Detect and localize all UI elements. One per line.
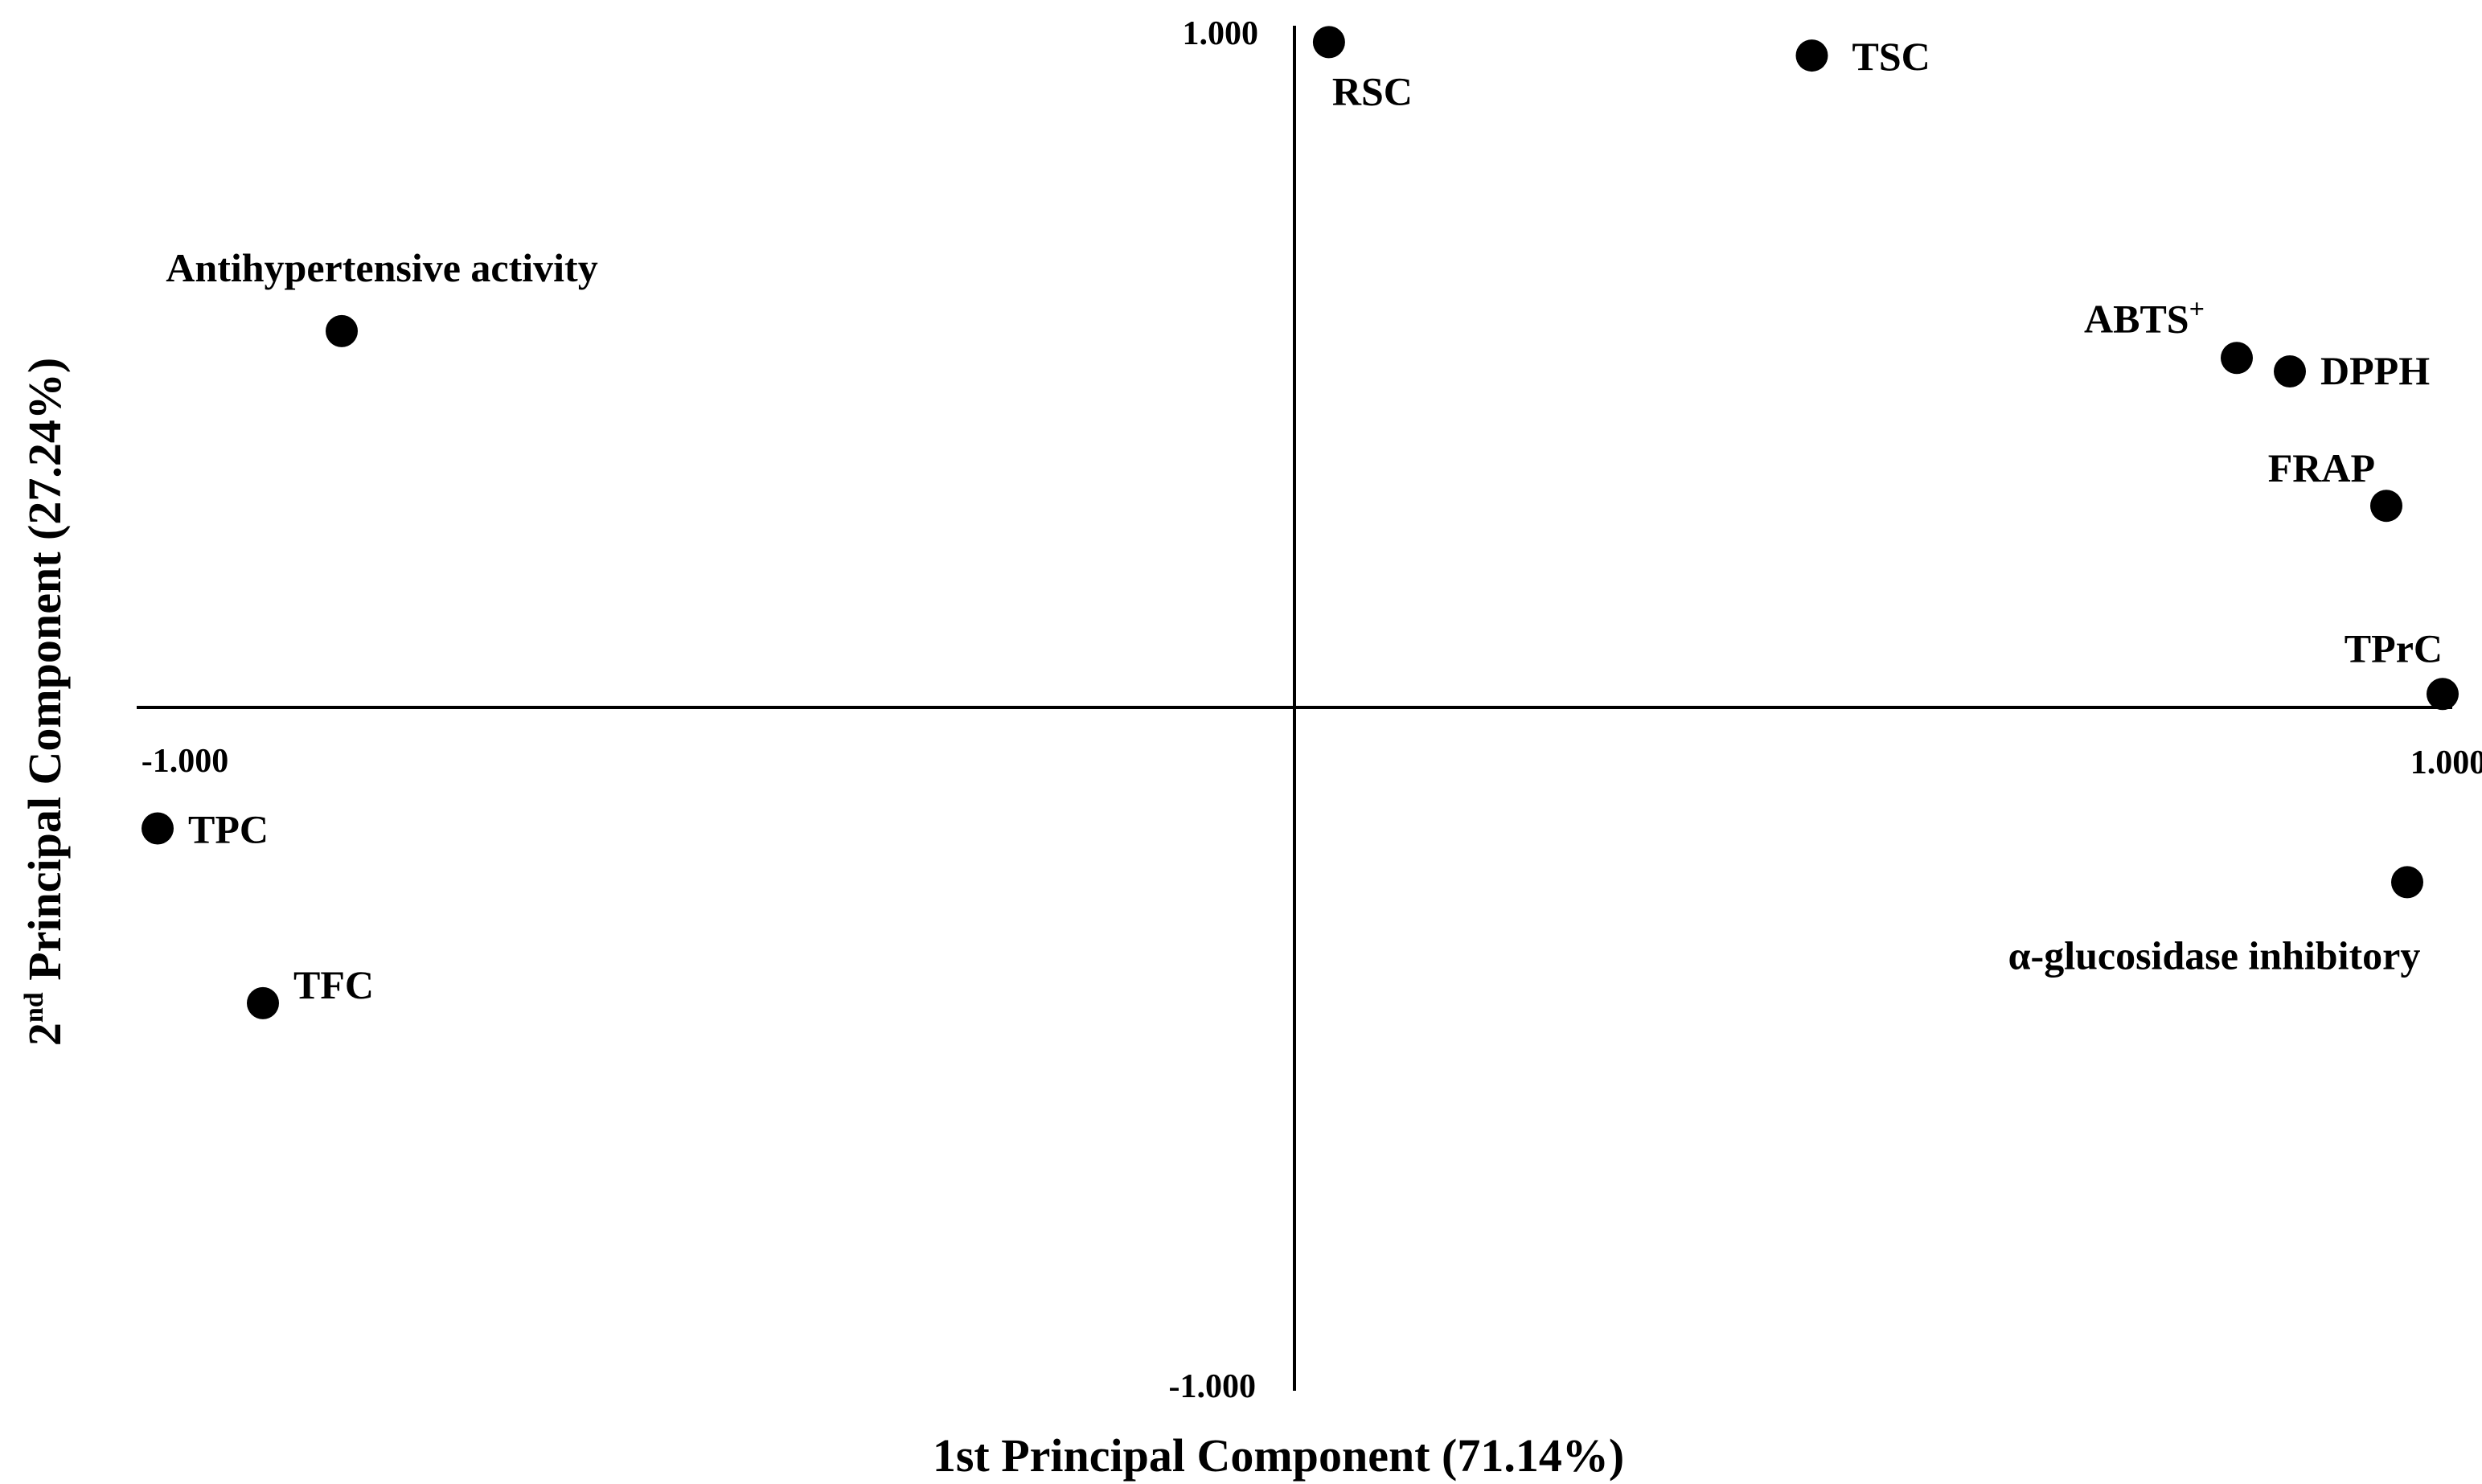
data-label-text: Antihypertensive activity: [166, 245, 597, 290]
data-label-text: TPC: [188, 806, 269, 851]
data-label-tfc: TFC: [293, 962, 374, 1007]
data-label-text: RSC: [1332, 68, 1413, 113]
data-point-dpph: [2274, 355, 2306, 387]
y-axis-title-superscript: nd: [19, 992, 49, 1023]
data-point-glucosidase-inhibitory: [2391, 866, 2423, 899]
data-point-frap: [2370, 490, 2402, 523]
y-axis-title: 2nd Principal Component (27.24%): [18, 358, 71, 1046]
data-point-abts: [2221, 342, 2253, 375]
data-label-tprc: TPrC: [2345, 625, 2443, 670]
data-label-tpc: TPC: [188, 806, 269, 851]
data-label-dpph: DPPH: [2320, 348, 2430, 393]
data-label-abts: ABTS+: [2084, 294, 2205, 341]
data-label-text: DPPH: [2320, 348, 2430, 393]
x-axis-title: 1st Principal Component (71.14%): [933, 1429, 1624, 1482]
data-points-group: RSC TSC Antihypertensive activity ABTS+ DPPH…: [142, 26, 2459, 1019]
data-label-superscript: +: [2189, 294, 2205, 324]
data-point-antihypertensive-activity: [326, 314, 358, 347]
data-label-text: TFC: [293, 962, 374, 1007]
data-label-text: TSC: [1852, 34, 1930, 79]
data-point-tsc: [1795, 39, 1828, 72]
y-axis-title-rest: Principal Component (27.24%): [18, 358, 71, 992]
data-label-tsc: TSC: [1852, 34, 1930, 79]
y-tick-label-min: -1.000: [1169, 1368, 1257, 1405]
y-axis-title-number: 2: [18, 1023, 71, 1046]
data-label-glucosidase-inhibitory: α-glucosidase inhibitory: [2008, 933, 2421, 978]
data-label-frap: FRAP: [2268, 445, 2375, 490]
x-tick-label-min: -1.000: [142, 743, 229, 780]
data-point-tfc: [247, 986, 279, 1019]
data-label-text: FRAP: [2268, 445, 2375, 490]
y-tick-label-max: 1.000: [1183, 15, 1259, 52]
data-point-rsc: [1312, 26, 1345, 59]
data-label-antihypertensive-activity: Antihypertensive activity: [166, 245, 597, 290]
x-tick-label-max: 1.000: [2410, 744, 2482, 781]
data-label-text: α-glucosidase inhibitory: [2008, 933, 2421, 978]
data-label-text: ABTS: [2084, 296, 2189, 341]
data-point-tprc: [2427, 678, 2459, 711]
data-label-text: TPrC: [2345, 625, 2443, 670]
data-label-rsc: RSC: [1332, 68, 1413, 113]
data-point-tpc: [142, 812, 174, 845]
